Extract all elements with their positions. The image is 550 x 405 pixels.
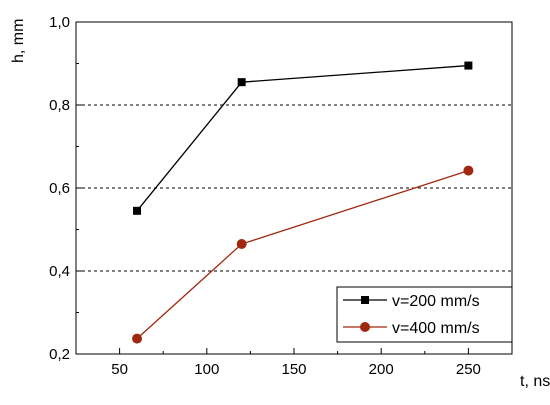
legend: v=200 mm/s v=400 mm/s bbox=[336, 286, 513, 343]
y-tick-label: 0,6 bbox=[49, 180, 70, 197]
data-series bbox=[132, 61, 474, 344]
x-axis-title: t, ns bbox=[520, 373, 550, 390]
y-tick-label: 0,2 bbox=[49, 346, 70, 363]
data-point-v-200-mm-s bbox=[464, 61, 473, 70]
axis-ticks: 50 100 150 200 250 0,2 0,4 0,6 0,8 1,0 bbox=[49, 14, 513, 378]
y-tick-label: 0,8 bbox=[49, 97, 70, 114]
x-tick-label: 200 bbox=[369, 361, 394, 378]
y-axis-title: h, mm bbox=[10, 19, 27, 63]
x-tick-label: 50 bbox=[111, 361, 128, 378]
legend-item-v400: v=400 mm/s bbox=[343, 320, 480, 337]
legend-square-marker-icon bbox=[361, 296, 369, 304]
y-tick-label: 1,0 bbox=[49, 14, 70, 31]
data-point-v-400-mm-s bbox=[463, 165, 474, 176]
x-tick-label: 100 bbox=[194, 361, 219, 378]
data-point-v-200-mm-s bbox=[133, 206, 142, 215]
legend-item-v200: v=200 mm/s bbox=[343, 293, 480, 310]
x-tick-label: 250 bbox=[456, 361, 481, 378]
y-tick-label: 0,4 bbox=[49, 263, 70, 280]
data-point-v-200-mm-s bbox=[237, 78, 246, 87]
grid-lines bbox=[76, 21, 512, 272]
legend-circle-marker-icon bbox=[360, 322, 370, 332]
legend-label-v200: v=200 mm/s bbox=[392, 293, 480, 310]
data-point-v-400-mm-s bbox=[132, 333, 143, 344]
x-tick-label: 150 bbox=[281, 361, 306, 378]
series-line-v-200-mm-s bbox=[136, 64, 469, 212]
legend-label-v400: v=400 mm/s bbox=[392, 320, 480, 337]
data-point-v-400-mm-s bbox=[236, 239, 247, 250]
